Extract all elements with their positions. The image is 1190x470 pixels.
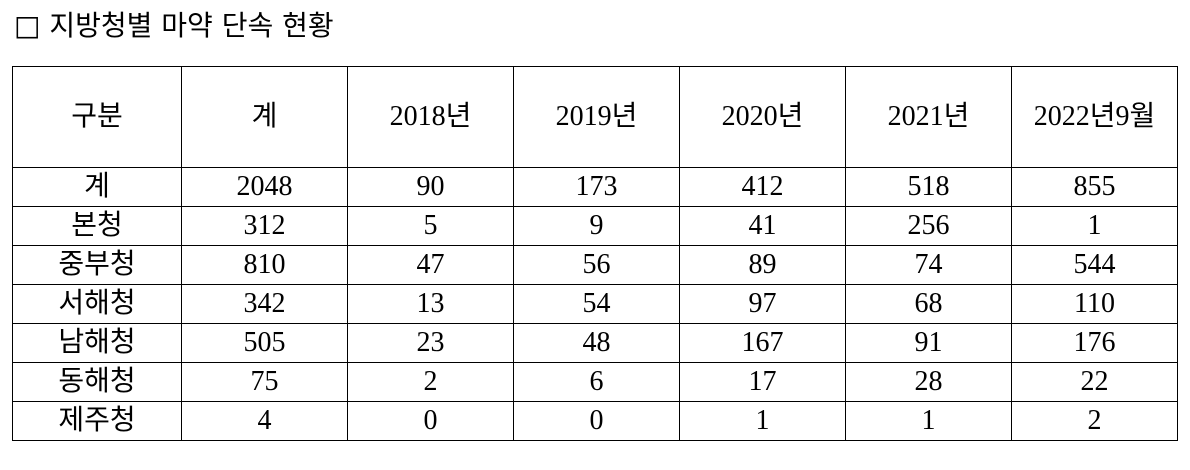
table-cell: 342 [181, 284, 348, 324]
table-cell: 4 [181, 401, 348, 441]
table-cell: 54 [513, 284, 680, 324]
table-cell: 89 [679, 245, 846, 285]
table-cell: 48 [513, 323, 680, 363]
table-cell: 5 [347, 206, 514, 246]
header-row: 구분 계 2018년 2019년 2020년 2021년 2022년9월 [12, 66, 1178, 168]
table-cell: 2 [347, 362, 514, 402]
row-label: 계 [12, 167, 182, 207]
table-cell: 68 [845, 284, 1012, 324]
table-cell: 2 [1011, 401, 1178, 441]
table-cell: 17 [679, 362, 846, 402]
table: 구분 계 2018년 2019년 2020년 2021년 2022년9월 계 2048 90 17… [12, 66, 1178, 441]
table-header: 구분 계 2018년 2019년 2020년 2021년 2022년9월 [12, 66, 1178, 168]
table-cell: 2048 [181, 167, 348, 207]
row-label: 본청 [12, 206, 182, 246]
table-cell: 518 [845, 167, 1012, 207]
table-row: 남해청 505 23 48 167 91 176 [12, 323, 1178, 363]
header-cell: 2021년 [845, 66, 1012, 168]
table-cell: 1 [679, 401, 846, 441]
table-cell: 90 [347, 167, 514, 207]
header-cell: 구분 [12, 66, 182, 168]
table-cell: 28 [845, 362, 1012, 402]
header-cell: 계 [181, 66, 348, 168]
table-row: 본청 312 5 9 41 256 1 [12, 206, 1178, 246]
table-body: 계 2048 90 173 412 518 855 본청 312 5 9 41 256 1 중부청 810 47… [12, 167, 1178, 441]
title: □ 지방청별 마약 단속 현황 [14, 9, 334, 42]
header-cell: 2022년9월 [1011, 66, 1178, 168]
table-row: 계 2048 90 173 412 518 855 [12, 167, 1178, 207]
table-cell: 9 [513, 206, 680, 246]
table-cell: 810 [181, 245, 348, 285]
table-cell: 256 [845, 206, 1012, 246]
table-cell: 0 [513, 401, 680, 441]
row-label: 남해청 [12, 323, 182, 363]
table-cell: 176 [1011, 323, 1178, 363]
table-cell: 91 [845, 323, 1012, 363]
table-cell: 47 [347, 245, 514, 285]
table-cell: 855 [1011, 167, 1178, 207]
table-cell: 312 [181, 206, 348, 246]
table-cell: 412 [679, 167, 846, 207]
table-cell: 41 [679, 206, 846, 246]
table-cell: 13 [347, 284, 514, 324]
table-cell: 0 [347, 401, 514, 441]
table-row: 제주청 4 0 0 1 1 2 [12, 401, 1178, 441]
row-label: 동해청 [12, 362, 182, 402]
table-cell: 173 [513, 167, 680, 207]
table-cell: 97 [679, 284, 846, 324]
table-cell: 6 [513, 362, 680, 402]
header-cell: 2019년 [513, 66, 680, 168]
table-cell: 56 [513, 245, 680, 285]
table-cell: 544 [1011, 245, 1178, 285]
table-cell: 22 [1011, 362, 1178, 402]
row-label: 제주청 [12, 401, 182, 441]
table-cell: 74 [845, 245, 1012, 285]
table-cell: 1 [1011, 206, 1178, 246]
table-cell: 75 [181, 362, 348, 402]
table-cell: 23 [347, 323, 514, 363]
table-row: 중부청 810 47 56 89 74 544 [12, 245, 1178, 285]
row-label: 중부청 [12, 245, 182, 285]
table-cell: 167 [679, 323, 846, 363]
table-cell: 1 [845, 401, 1012, 441]
table-cell: 505 [181, 323, 348, 363]
table-cell: 110 [1011, 284, 1178, 324]
header-cell: 2020년 [679, 66, 846, 168]
row-label: 서해청 [12, 284, 182, 324]
header-cell: 2018년 [347, 66, 514, 168]
table-row: 동해청 75 2 6 17 28 22 [12, 362, 1178, 402]
table-row: 서해청 342 13 54 97 68 110 [12, 284, 1178, 324]
